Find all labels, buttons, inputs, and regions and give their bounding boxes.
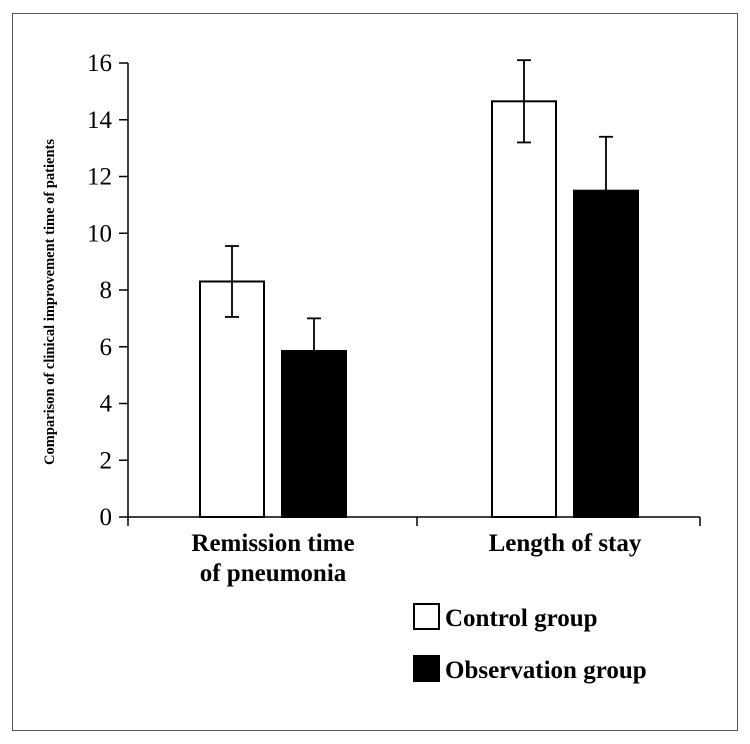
- bar-observation: [281, 350, 347, 518]
- y-tick-label: 2: [100, 447, 113, 474]
- y-axis-label: Comparison of clinical improvement time …: [42, 139, 58, 465]
- y-tick-label: 16: [87, 50, 112, 77]
- y-tick-label: 4: [100, 391, 113, 418]
- y-tick-label: 6: [100, 334, 113, 361]
- x-category-label: Remission time: [191, 530, 354, 557]
- x-category-label: of pneumonia: [200, 560, 347, 587]
- y-tick-label: 14: [87, 107, 113, 134]
- bar-observation: [573, 189, 639, 518]
- legend-label: Observation group: [445, 657, 647, 684]
- y-tick-label: 8: [100, 277, 113, 304]
- bar-control: [199, 280, 265, 518]
- legend-swatch-observation: [413, 655, 440, 682]
- y-tick-label: 0: [100, 504, 113, 531]
- y-tick-label: 12: [87, 164, 112, 191]
- y-tick-label: 10: [87, 220, 112, 247]
- legend-label: Control group: [445, 605, 598, 632]
- legend-swatch-control: [413, 603, 440, 630]
- bar-control: [491, 100, 557, 519]
- x-category-label: Length of stay: [489, 530, 642, 557]
